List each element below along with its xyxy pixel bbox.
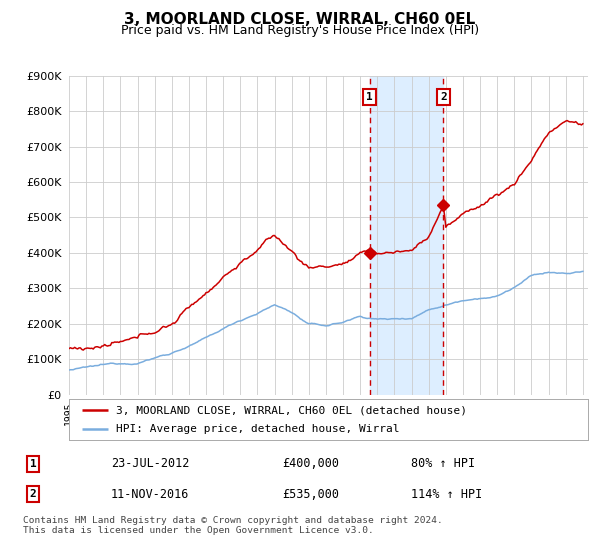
Text: 80% ↑ HPI: 80% ↑ HPI (411, 457, 475, 470)
Text: 2: 2 (440, 92, 447, 102)
Text: Contains HM Land Registry data © Crown copyright and database right 2024.
This d: Contains HM Land Registry data © Crown c… (23, 516, 443, 535)
Text: £535,000: £535,000 (282, 488, 339, 501)
Text: 114% ↑ HPI: 114% ↑ HPI (411, 488, 482, 501)
Text: 2: 2 (29, 489, 37, 499)
Bar (370, 76, 443, 395)
Text: HPI: Average price, detached house, Wirral: HPI: Average price, detached house, Wirr… (116, 424, 399, 433)
Text: £400,000: £400,000 (282, 457, 339, 470)
Text: 3, MOORLAND CLOSE, WIRRAL, CH60 0EL (detached house): 3, MOORLAND CLOSE, WIRRAL, CH60 0EL (det… (116, 405, 467, 415)
Text: 11-NOV-2016: 11-NOV-2016 (111, 488, 190, 501)
Text: Price paid vs. HM Land Registry's House Price Index (HPI): Price paid vs. HM Land Registry's House … (121, 24, 479, 37)
Text: 1: 1 (366, 92, 373, 102)
Text: 23-JUL-2012: 23-JUL-2012 (111, 457, 190, 470)
Text: 1: 1 (29, 459, 37, 469)
Text: 3, MOORLAND CLOSE, WIRRAL, CH60 0EL: 3, MOORLAND CLOSE, WIRRAL, CH60 0EL (124, 12, 476, 27)
